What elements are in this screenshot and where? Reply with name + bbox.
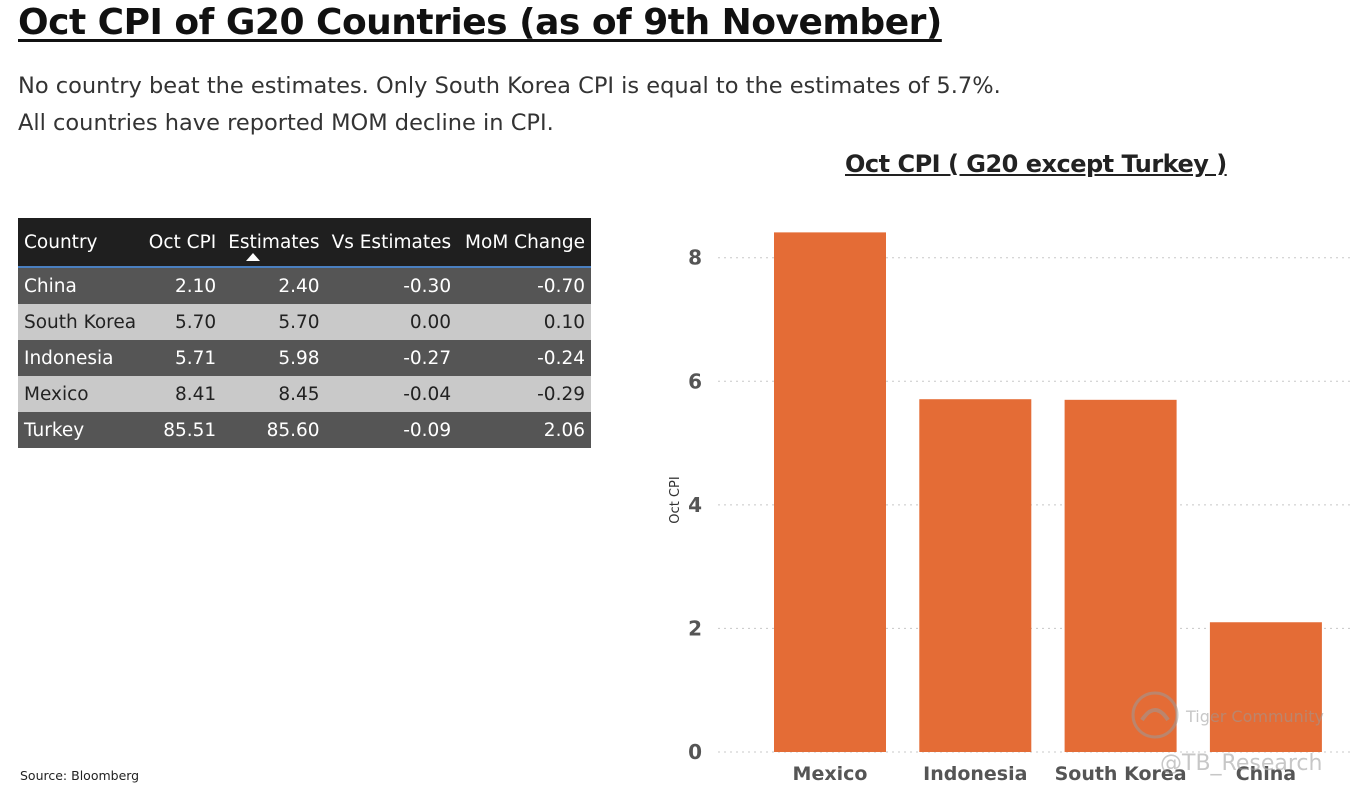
cell-vs-estimates: 0.00 xyxy=(325,304,458,340)
source-note: Source: Bloomberg xyxy=(20,768,140,783)
watermark-line-2: @TB_Research xyxy=(1160,751,1322,776)
cell-oct-cpi: 5.70 xyxy=(142,304,223,340)
bar-mexico[interactable] xyxy=(774,232,886,752)
y-tick-label: 8 xyxy=(688,246,702,270)
table-row: Indonesia 5.71 5.98 -0.27 -0.24 xyxy=(18,340,591,376)
cell-oct-cpi: 5.71 xyxy=(142,340,223,376)
subtitle-line-1: No country beat the estimates. Only Sout… xyxy=(18,73,1001,99)
sort-ascending-icon xyxy=(245,253,260,261)
cell-mom-change: -0.29 xyxy=(457,376,591,412)
page-title: Oct CPI of G20 Countries (as of 9th Nove… xyxy=(18,2,942,43)
bar-chart: 0 2 4 6 8 Oct CPI Mexico Indonesia South Korea… xyxy=(668,232,1350,785)
cell-estimates: 8.45 xyxy=(222,376,326,412)
x-tick-label: China xyxy=(1236,763,1296,785)
y-tick-label: 4 xyxy=(688,493,702,517)
watermark: Tiger Community @TB_Research xyxy=(1131,691,1324,776)
table-row: South Korea 5.70 5.70 0.00 0.10 xyxy=(18,304,591,340)
table-row: Mexico 8.41 8.45 -0.04 -0.29 xyxy=(18,376,591,412)
column-header-estimates[interactable]: Estimates xyxy=(222,218,326,267)
x-axis-labels: Mexico Indonesia South Korea China xyxy=(793,763,1297,785)
tiger-logo-icon xyxy=(1131,691,1179,739)
y-tick-label: 2 xyxy=(688,616,702,640)
cell-oct-cpi: 85.51 xyxy=(142,412,223,448)
cell-estimates: 5.98 xyxy=(222,340,326,376)
table-row: China 2.10 2.40 -0.30 -0.70 xyxy=(18,266,591,304)
cell-country: Mexico xyxy=(18,376,143,412)
x-tick-label: South Korea xyxy=(1055,763,1187,785)
cell-mom-change: 2.06 xyxy=(457,412,591,448)
cell-estimates: 2.40 xyxy=(222,266,326,304)
cell-mom-change: -0.70 xyxy=(457,266,591,304)
x-tick-label: Mexico xyxy=(793,763,868,785)
table-row: Turkey 85.51 85.60 -0.09 2.06 xyxy=(18,412,591,448)
cell-estimates: 5.70 xyxy=(222,304,326,340)
watermark-line-1: Tiger Community xyxy=(1185,707,1324,726)
cell-vs-estimates: -0.27 xyxy=(325,340,458,376)
cell-oct-cpi: 8.41 xyxy=(142,376,223,412)
cpi-table: Country Oct CPI Estimates Vs Estimates M… xyxy=(18,218,591,448)
cell-country: South Korea xyxy=(18,304,143,340)
tiger-logo-stripe-icon xyxy=(1140,708,1170,722)
cell-vs-estimates: -0.30 xyxy=(325,266,458,304)
column-header-vs-estimates[interactable]: Vs Estimates xyxy=(325,218,458,267)
cell-mom-change: 0.10 xyxy=(457,304,591,340)
cell-country: China xyxy=(18,266,143,304)
x-tick-label: Indonesia xyxy=(923,763,1027,785)
column-header-mom-change[interactable]: MoM Change xyxy=(457,218,591,267)
cell-vs-estimates: -0.09 xyxy=(325,412,458,448)
y-tick-label: 0 xyxy=(688,740,702,764)
bar-south-korea[interactable] xyxy=(1064,399,1177,752)
subtitle-line-2: All countries have reported MOM decline … xyxy=(18,110,554,136)
cell-country: Indonesia xyxy=(18,340,143,376)
y-axis-label: Oct CPI xyxy=(668,476,683,523)
bar-indonesia[interactable] xyxy=(919,399,1032,752)
bar-china[interactable] xyxy=(1209,622,1322,752)
column-header-oct-cpi[interactable]: Oct CPI xyxy=(142,218,223,267)
cell-country: Turkey xyxy=(18,412,143,448)
cell-oct-cpi: 2.10 xyxy=(142,266,223,304)
table-header-row: Country Oct CPI Estimates Vs Estimates M… xyxy=(18,218,591,267)
y-tick-label: 6 xyxy=(688,369,702,393)
y-axis-ticks: 0 2 4 6 8 xyxy=(688,246,702,764)
bars xyxy=(774,232,1322,752)
cell-estimates: 85.60 xyxy=(222,412,326,448)
chart-title: Oct CPI ( G20 except Turkey ) xyxy=(845,150,1227,178)
cell-mom-change: -0.24 xyxy=(457,340,591,376)
column-header-country[interactable]: Country xyxy=(18,218,143,267)
column-header-estimates-label: Estimates xyxy=(228,231,320,253)
cell-vs-estimates: -0.04 xyxy=(325,376,458,412)
